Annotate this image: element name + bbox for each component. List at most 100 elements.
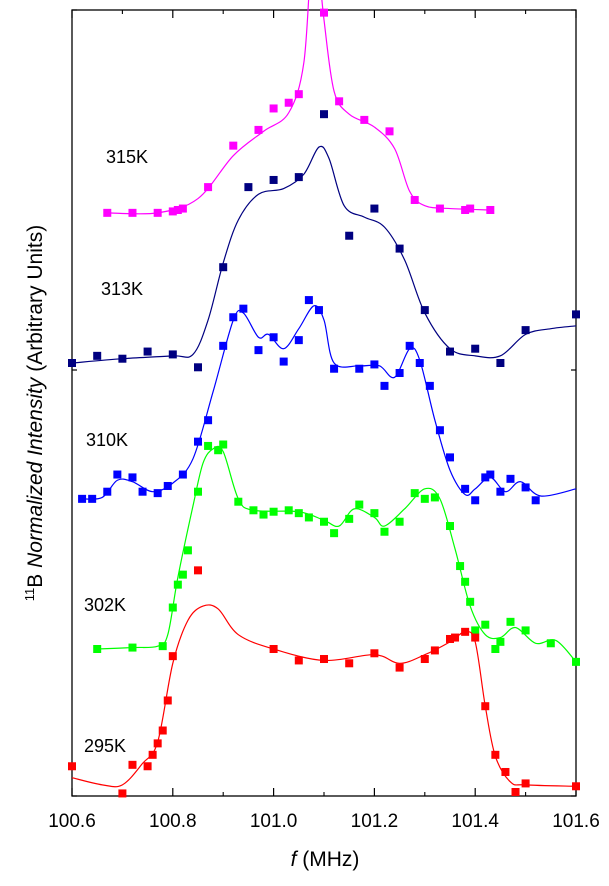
data-point-313k <box>572 310 580 319</box>
data-point-295k <box>451 633 460 642</box>
data-point-295k <box>420 655 429 664</box>
data-point-313k <box>93 351 102 360</box>
data-point-302k <box>183 546 192 555</box>
data-point-315k <box>320 8 328 17</box>
data-point-302k <box>173 580 182 589</box>
data-point-295k <box>143 762 152 771</box>
data-point-295k <box>68 762 76 771</box>
data-point-302k <box>370 509 379 518</box>
data-point-295k <box>572 782 580 791</box>
data-point-302k <box>128 643 137 652</box>
data-point-315k <box>486 205 495 214</box>
data-point-310k <box>279 357 288 366</box>
data-point-302k <box>466 597 475 606</box>
series-group: 315K 313K 310K 302K 295K <box>68 0 580 798</box>
data-point-295k <box>521 779 530 788</box>
data-point-295k <box>168 652 177 661</box>
y-axis-element: B <box>24 568 47 588</box>
data-point-302k <box>471 626 480 635</box>
data-point-315k <box>178 204 187 213</box>
data-point-310k <box>486 470 495 479</box>
data-point-302k <box>481 620 490 629</box>
data-point-302k <box>395 517 404 526</box>
data-point-302k <box>168 603 177 612</box>
data-point-310k <box>78 494 87 503</box>
data-point-310k <box>461 484 470 493</box>
data-point-302k <box>446 522 454 531</box>
data-point-313k <box>370 204 379 213</box>
data-point-315k <box>269 104 278 113</box>
x-tick-label: 101.6 <box>552 811 600 832</box>
data-point-313k <box>219 263 228 272</box>
data-point-302k <box>320 517 328 526</box>
data-point-302k <box>249 506 258 515</box>
y-axis-title: 11B Normalized Intensity (Arbitrary Unit… <box>22 225 47 601</box>
data-point-310k <box>355 364 364 373</box>
data-point-313k <box>168 350 177 359</box>
data-point-302k <box>410 489 419 498</box>
series-label-313k: 313K <box>101 279 143 299</box>
series-label-302k: 302K <box>84 595 126 615</box>
plot-frame <box>71 9 577 797</box>
data-point-302k <box>214 446 223 455</box>
data-point-302k <box>506 617 515 626</box>
data-point-313k <box>496 359 505 367</box>
series-313k: 313K <box>68 110 580 372</box>
data-point-295k <box>446 634 454 643</box>
tick-labels: 100.6 100.8 101.0 101.2 101.4 101.6 <box>48 811 600 832</box>
data-point-315k <box>385 127 394 136</box>
data-point-315k <box>229 141 238 150</box>
data-point-310k <box>405 341 414 350</box>
y-axis-italic: Normalized Intensity <box>24 376 47 568</box>
data-point-313k <box>68 359 76 367</box>
data-point-302k <box>491 645 500 653</box>
data-point-310k <box>471 496 480 505</box>
data-point-310k <box>103 487 112 496</box>
data-point-310k <box>330 364 339 373</box>
series-label-310k: 310K <box>86 430 128 450</box>
data-point-315k <box>103 208 112 217</box>
data-point-302k <box>430 493 439 502</box>
data-point-302k <box>456 562 465 571</box>
data-point-302k <box>93 645 102 653</box>
data-point-302k <box>330 529 339 538</box>
data-point-313k <box>320 110 328 119</box>
data-point-315k <box>204 183 213 192</box>
data-point-315k <box>294 90 303 99</box>
data-point-310k <box>425 381 434 390</box>
data-point-302k <box>178 570 187 579</box>
data-point-315k <box>335 97 344 106</box>
x-tick-label: 101.0 <box>250 811 298 832</box>
series-line-302k <box>97 445 577 663</box>
data-point-295k <box>501 767 510 776</box>
x-tick-label: 100.6 <box>48 811 96 832</box>
data-point-315k <box>466 204 475 213</box>
data-point-302k <box>496 637 505 646</box>
data-point-302k <box>219 440 228 449</box>
axis-ticks <box>71 9 577 797</box>
data-point-295k <box>294 656 303 665</box>
data-point-302k <box>546 639 555 648</box>
data-point-310k <box>254 346 263 355</box>
series-line-313k <box>71 145 577 364</box>
data-point-310k <box>88 494 97 503</box>
x-axis-unit: (MHz) <box>296 848 359 871</box>
series-label-315k: 315K <box>106 147 148 167</box>
data-point-313k <box>269 175 278 184</box>
data-point-302k <box>194 487 202 496</box>
data-point-302k <box>420 494 429 503</box>
data-point-310k <box>294 336 303 345</box>
data-point-313k <box>294 173 303 182</box>
series-310k: 310K <box>78 296 577 505</box>
series-302k: 302K <box>84 440 580 666</box>
data-point-302k <box>345 514 354 523</box>
data-point-295k <box>269 645 278 653</box>
data-point-313k <box>194 363 202 372</box>
data-point-295k <box>491 750 500 759</box>
data-point-310k <box>314 306 323 315</box>
data-point-310k <box>204 416 213 425</box>
data-point-295k <box>128 760 137 769</box>
data-point-295k <box>511 788 520 796</box>
data-point-310k <box>380 381 389 390</box>
data-point-295k <box>194 566 202 575</box>
